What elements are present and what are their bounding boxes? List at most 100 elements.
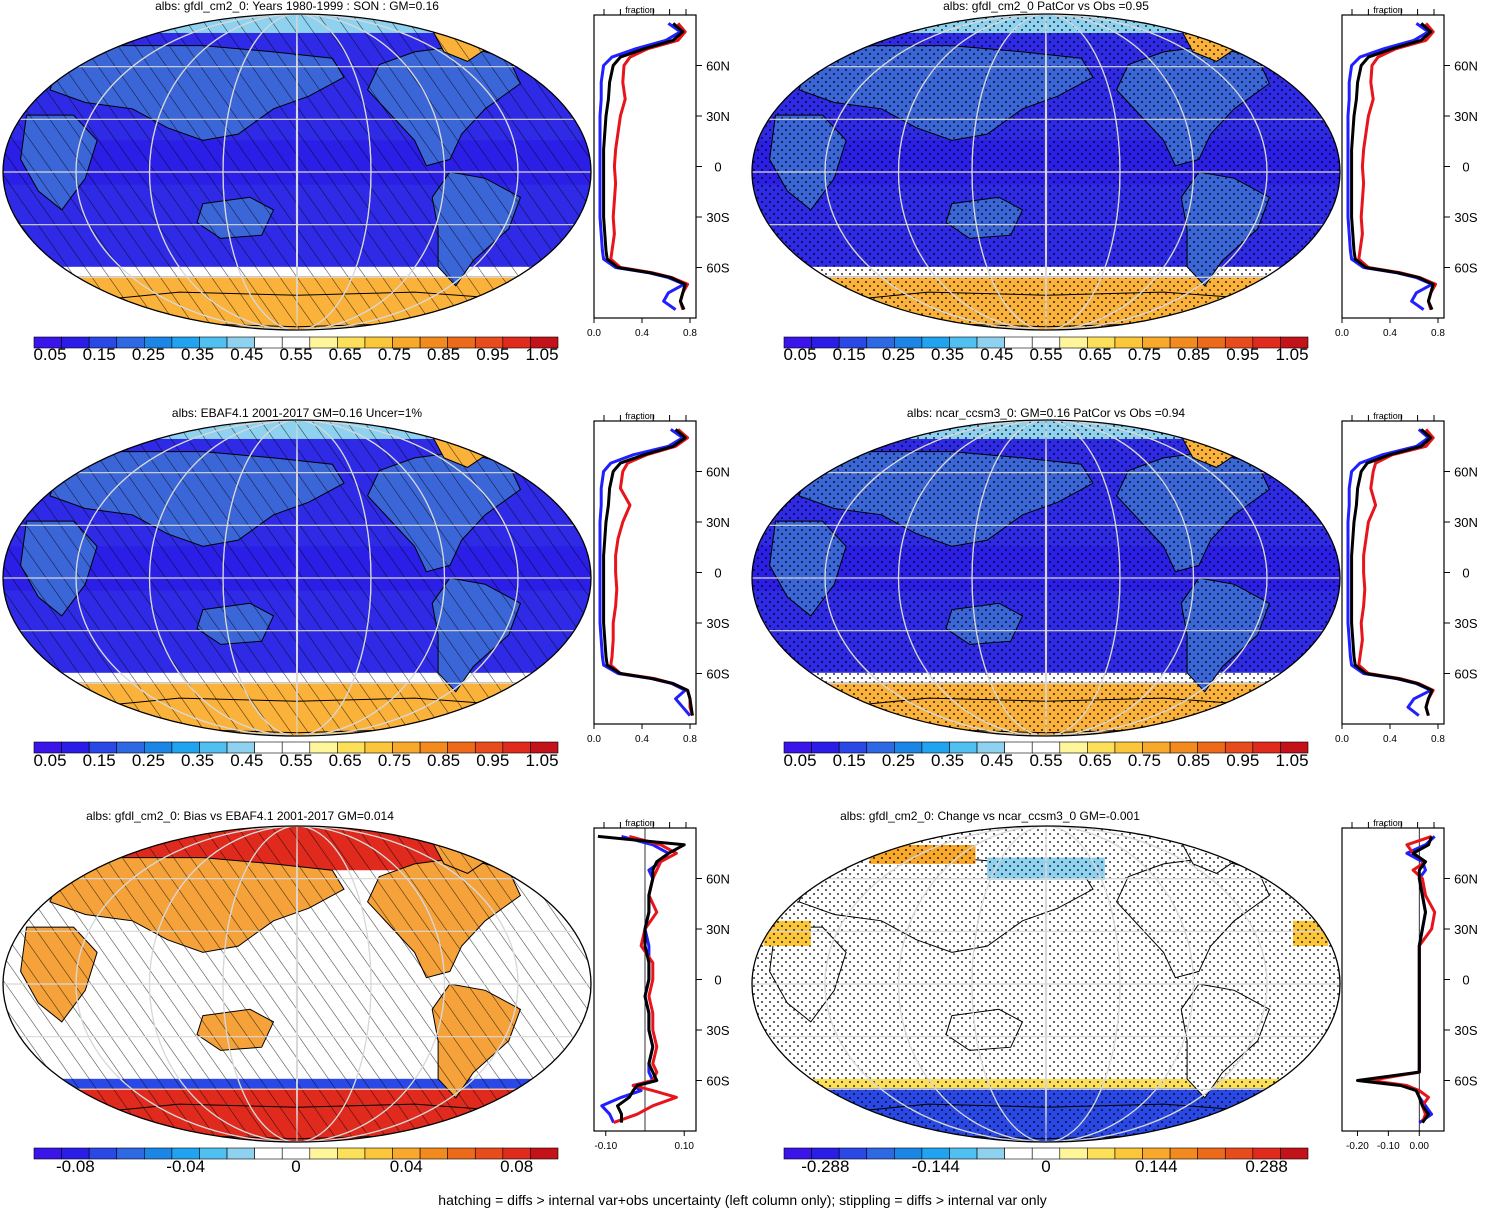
colorbar-tick-label: 0.15 — [83, 345, 116, 364]
colorbar-swatch — [419, 1147, 448, 1160]
map-border — [2, 825, 592, 1143]
colorbar-swatch — [116, 1147, 145, 1160]
colorbar-tick-label: 0.75 — [378, 751, 411, 770]
colorbar-tick-label: 0.55 — [1029, 345, 1062, 364]
colorbar-tick-label: 0.75 — [378, 345, 411, 364]
colorbar-tick-label: 1.05 — [1275, 751, 1308, 770]
profile-x-tick-label: 0.00 — [1410, 1141, 1430, 1152]
profile-lat-tick-label: 30S — [706, 210, 729, 225]
colorbar-tick-label: 1.05 — [1275, 345, 1308, 364]
map-border — [2, 13, 592, 331]
profile-series-line — [1356, 835, 1434, 1124]
profile-x-tick-label: -0.20 — [1346, 1141, 1369, 1152]
colorbar-tick-label: 0.35 — [931, 345, 964, 364]
panel-1: albs: gfdl_cm2_0: Years 1980-1999 : SON … — [2, 0, 730, 364]
colorbar-tick-label: 0.08 — [500, 1157, 533, 1176]
profile-series-line — [602, 22, 687, 311]
profile-lat-tick-label: 30S — [706, 1023, 729, 1038]
graticule-meridian — [1044, 826, 1048, 1142]
colorbar-tick-label: 0 — [291, 1157, 300, 1176]
colorbar-swatch — [530, 1147, 559, 1160]
profile-x-tick-label: 0.0 — [1335, 734, 1349, 745]
profile-lat-tick-label: 0 — [1462, 160, 1469, 175]
profile-x-tick-label: 0.10 — [674, 1141, 694, 1152]
profile-x-tick-label: 0.0 — [587, 328, 601, 339]
colorbar-tick-label: 0.65 — [329, 751, 362, 770]
graticule-meridian — [897, 14, 1195, 330]
profile-x-tick-label: 0.8 — [1431, 328, 1445, 339]
colorbar-tick-label: 0.85 — [427, 345, 460, 364]
colorbar-tick-label: 0.35 — [931, 751, 964, 770]
profile-lat-tick-label: 60S — [1454, 261, 1477, 276]
graticule-meridian — [148, 826, 446, 1142]
zonal-profile: fraction -0.20 -0.10 0.00 60N 30N 0 30S 60S — [1341, 818, 1478, 1152]
colorbar-swatch — [530, 741, 559, 754]
graticule-meridian — [971, 420, 1121, 736]
colorbar-tick-label: 0.65 — [1079, 751, 1112, 770]
graticule-meridian — [295, 420, 299, 736]
graticule-meridian — [897, 420, 1195, 736]
graticule-meridian — [148, 14, 446, 330]
profile-lat-tick-label: 60N — [1454, 872, 1478, 887]
colorbar-tick-label: 0.05 — [783, 345, 816, 364]
colorbar: 0.05 0.15 0.25 0.35 0.45 0.55 0.65 0.75 0.85 0.95… — [33, 336, 559, 364]
colorbar-tick-label: 1.05 — [525, 751, 558, 770]
colorbar-tick-label: 0.45 — [980, 345, 1013, 364]
panel-6: albs: gfdl_cm2_0: Change vs ncar_ccsm3_0… — [751, 809, 1478, 1176]
colorbar-tick-label: 0.15 — [833, 751, 866, 770]
profile-series-line — [1350, 428, 1434, 717]
profile-series-line — [1350, 22, 1435, 311]
colorbar-swatch — [447, 1147, 476, 1160]
colorbar-tick-label: 0.15 — [83, 751, 116, 770]
profile-x-tick-label: -0.10 — [594, 1141, 617, 1152]
profile-lat-tick-label: 60N — [1454, 59, 1478, 74]
colorbar-tick-label: 0.65 — [329, 345, 362, 364]
panel-title: albs: gfdl_cm2_0 PatCor vs Obs =0.95 — [943, 0, 1149, 13]
profile-axis-label: fraction — [625, 411, 655, 421]
profile-frame — [593, 14, 697, 319]
colorbar-tick-label: 1.05 — [525, 345, 558, 364]
panel-title: albs: gfdl_cm2_0: Years 1980-1999 : SON … — [155, 0, 439, 13]
colorbar-tick-label: 0.55 — [1029, 751, 1062, 770]
profile-lat-tick-label: 30N — [1454, 922, 1478, 937]
map-field — [752, 826, 1340, 1142]
graticule-meridian — [1044, 420, 1048, 736]
colorbar-tick-label: 0.45 — [980, 751, 1013, 770]
colorbar-tick-label: 0.65 — [1079, 345, 1112, 364]
profile-lat-tick-label: 30S — [1454, 616, 1477, 631]
colorbar-tick-label: -0.08 — [56, 1157, 95, 1176]
profile-axis-label: fraction — [1373, 818, 1403, 828]
graticule-meridian — [971, 14, 1121, 330]
colorbar-tick-label: 0.25 — [132, 345, 165, 364]
panel-title: albs: gfdl_cm2_0: Bias vs EBAF4.1 2001-2… — [86, 809, 394, 823]
graticule-meridian — [824, 826, 1268, 1142]
profile-lat-tick-label: 60N — [706, 465, 730, 480]
graticule-meridian — [75, 14, 519, 330]
profile-series-line — [602, 428, 694, 716]
colorbar: 0.05 0.15 0.25 0.35 0.45 0.55 0.65 0.75 0.85 0.95… — [33, 741, 559, 770]
colorbar-tick-label: 0.15 — [833, 345, 866, 364]
colorbar-tick-label: 0.95 — [476, 751, 509, 770]
panel-4: albs: ncar_ccsm3_0: GM=0.16 PatCor vs Ob… — [751, 406, 1478, 770]
graticule-meridian — [897, 826, 1195, 1142]
map-field — [752, 14, 1340, 330]
profile-lat-tick-label: 30S — [706, 616, 729, 631]
colorbar-tick-label: 0.85 — [427, 751, 460, 770]
colorbar-swatch — [1087, 1147, 1116, 1160]
profile-lat-tick-label: 60N — [706, 872, 730, 887]
profile-axis-label: fraction — [625, 818, 655, 828]
colorbar-tick-label: 0.05 — [33, 751, 66, 770]
zonal-profile: fraction -0.10 0.10 60N 30N 0 30S 60S — [593, 818, 730, 1152]
profile-lat-tick-label: 60N — [706, 59, 730, 74]
profile-lat-tick-label: 0 — [714, 973, 721, 988]
profile-lat-tick-label: 60S — [706, 261, 729, 276]
colorbar-tick-label: 0.144 — [1135, 1157, 1178, 1176]
colorbar-tick-label: 0.95 — [476, 345, 509, 364]
colorbar-swatch — [1004, 1147, 1033, 1160]
colorbar-swatch — [309, 1147, 338, 1160]
zonal-profile: fraction 0.0 0.4 0.8 60N 30N 0 30S 60S — [587, 5, 730, 339]
colorbar: -0.08 -0.04 0 0.04 0.08 — [33, 1147, 559, 1176]
panel-title: albs: EBAF4.1 2001-2017 GM=0.16 Uncer=1% — [172, 406, 422, 420]
panel-3: albs: EBAF4.1 2001-2017 GM=0.16 Uncer=1%… — [2, 406, 730, 770]
